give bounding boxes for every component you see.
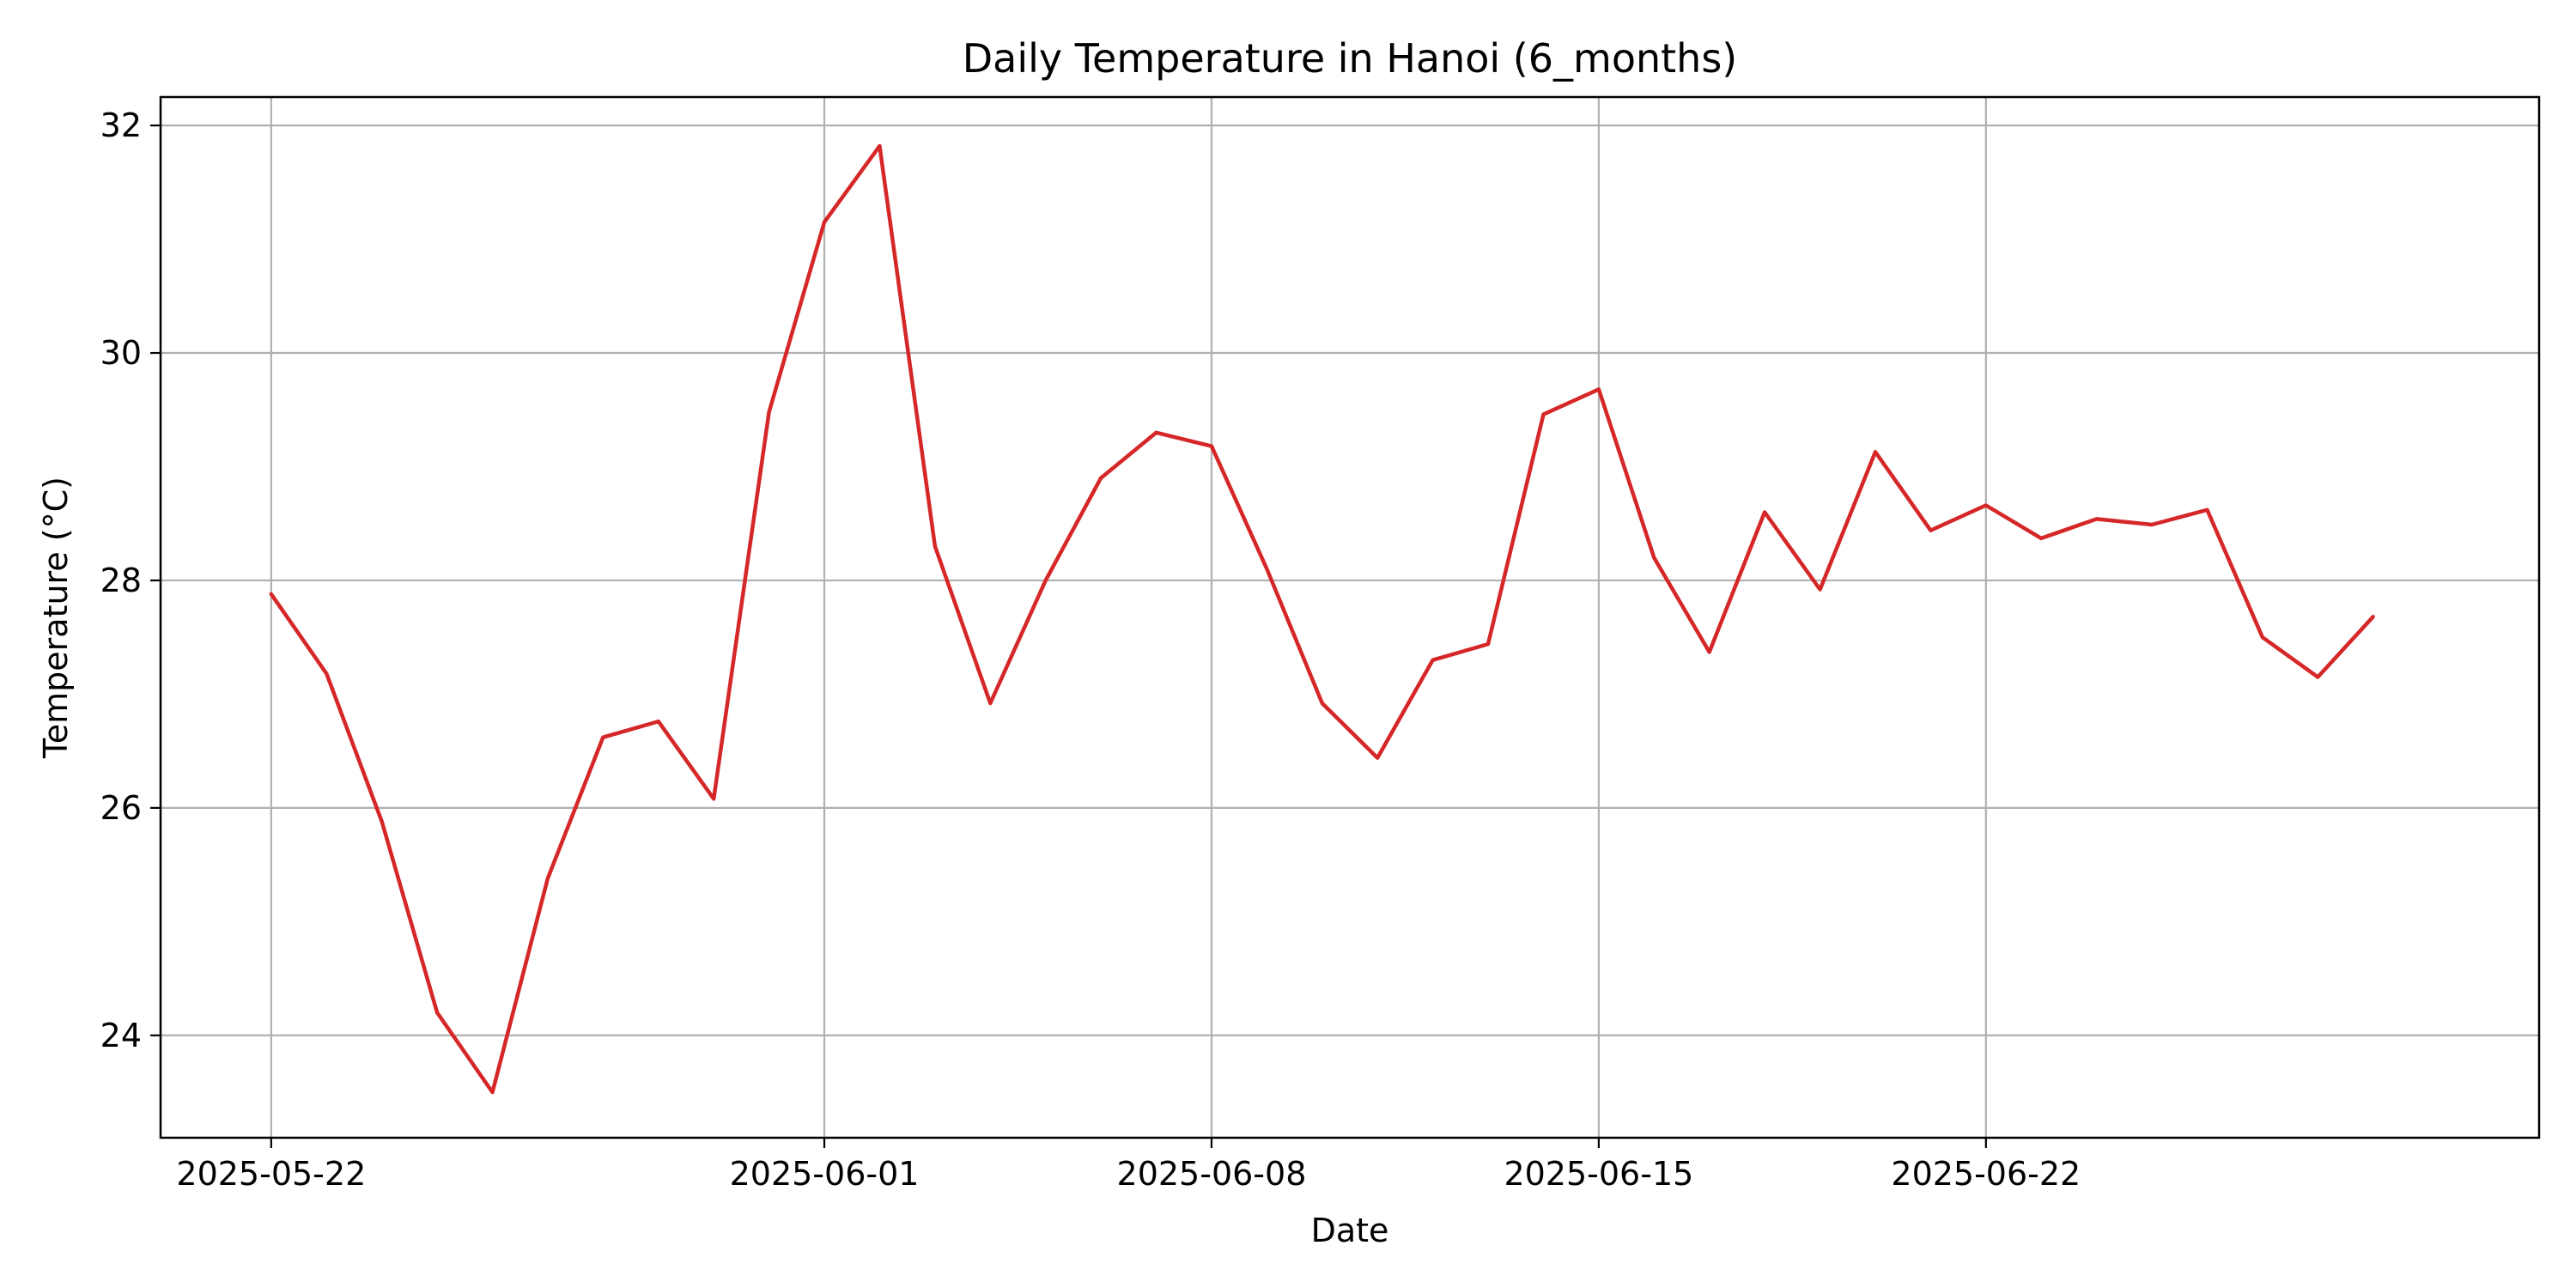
data-point bbox=[1759, 507, 1770, 517]
data-point bbox=[543, 873, 553, 884]
x-tick-label: 2025-06-08 bbox=[1117, 1155, 1307, 1193]
data-point bbox=[819, 217, 829, 228]
plot-area-frame bbox=[159, 95, 2541, 1139]
data-point bbox=[1594, 384, 1604, 394]
data-point bbox=[1704, 647, 1715, 657]
data-point bbox=[1261, 564, 1272, 574]
data-point bbox=[1538, 410, 1548, 420]
data-point bbox=[1151, 428, 1162, 438]
data-point bbox=[1925, 526, 1935, 536]
data-point bbox=[708, 793, 719, 804]
y-tick-label: 32 bbox=[100, 106, 142, 144]
data-point bbox=[1096, 473, 1106, 483]
data-point bbox=[432, 1007, 442, 1018]
y-tick-label: 24 bbox=[100, 1017, 142, 1054]
data-point bbox=[1206, 441, 1217, 452]
x-axis-label: Date bbox=[1311, 1212, 1389, 1249]
data-point bbox=[2147, 519, 2157, 530]
data-point bbox=[764, 407, 775, 417]
data-point bbox=[1372, 753, 1382, 763]
data-point bbox=[1428, 655, 1438, 665]
chart-title: Daily Temperature in Hanoi (6_months) bbox=[963, 35, 1737, 82]
x-tick-label: 2025-06-01 bbox=[730, 1155, 920, 1193]
data-point bbox=[2368, 611, 2379, 622]
data-point bbox=[488, 1087, 498, 1097]
ticks: 2025-05-22 2025-06-01 2025-06-08 2025-06-15… bbox=[100, 106, 2081, 1193]
y-tick-label: 30 bbox=[100, 334, 142, 372]
data-point bbox=[985, 698, 995, 708]
data-point bbox=[930, 541, 940, 551]
data-point bbox=[2257, 632, 2268, 642]
y-tick-label: 26 bbox=[100, 789, 142, 827]
grid bbox=[161, 97, 2539, 1138]
x-tick-label: 2025-06-22 bbox=[1891, 1155, 2081, 1193]
data-point bbox=[1483, 639, 1493, 649]
data-point bbox=[1649, 552, 1659, 562]
x-tick-label: 2025-06-15 bbox=[1504, 1155, 1693, 1193]
temperature-series-line bbox=[269, 143, 2375, 1095]
data-point bbox=[321, 669, 331, 679]
data-point bbox=[598, 732, 608, 743]
data-point bbox=[2202, 505, 2212, 515]
data-point bbox=[2036, 533, 2046, 544]
data-point bbox=[1870, 447, 1880, 457]
data-point bbox=[266, 589, 276, 599]
data-point bbox=[2312, 672, 2323, 683]
data-point bbox=[1815, 585, 1826, 595]
data-point bbox=[2092, 513, 2102, 524]
series-layer bbox=[266, 141, 2379, 1097]
data-point bbox=[653, 716, 664, 726]
data-point bbox=[874, 141, 884, 151]
y-tick-label: 28 bbox=[100, 562, 142, 599]
x-tick-label: 2025-05-22 bbox=[176, 1155, 366, 1193]
data-point bbox=[1041, 575, 1051, 586]
data-point bbox=[1981, 501, 1991, 511]
data-point bbox=[377, 817, 387, 827]
data-point bbox=[1317, 698, 1327, 708]
y-axis-label: Temperature (°C) bbox=[37, 477, 75, 759]
